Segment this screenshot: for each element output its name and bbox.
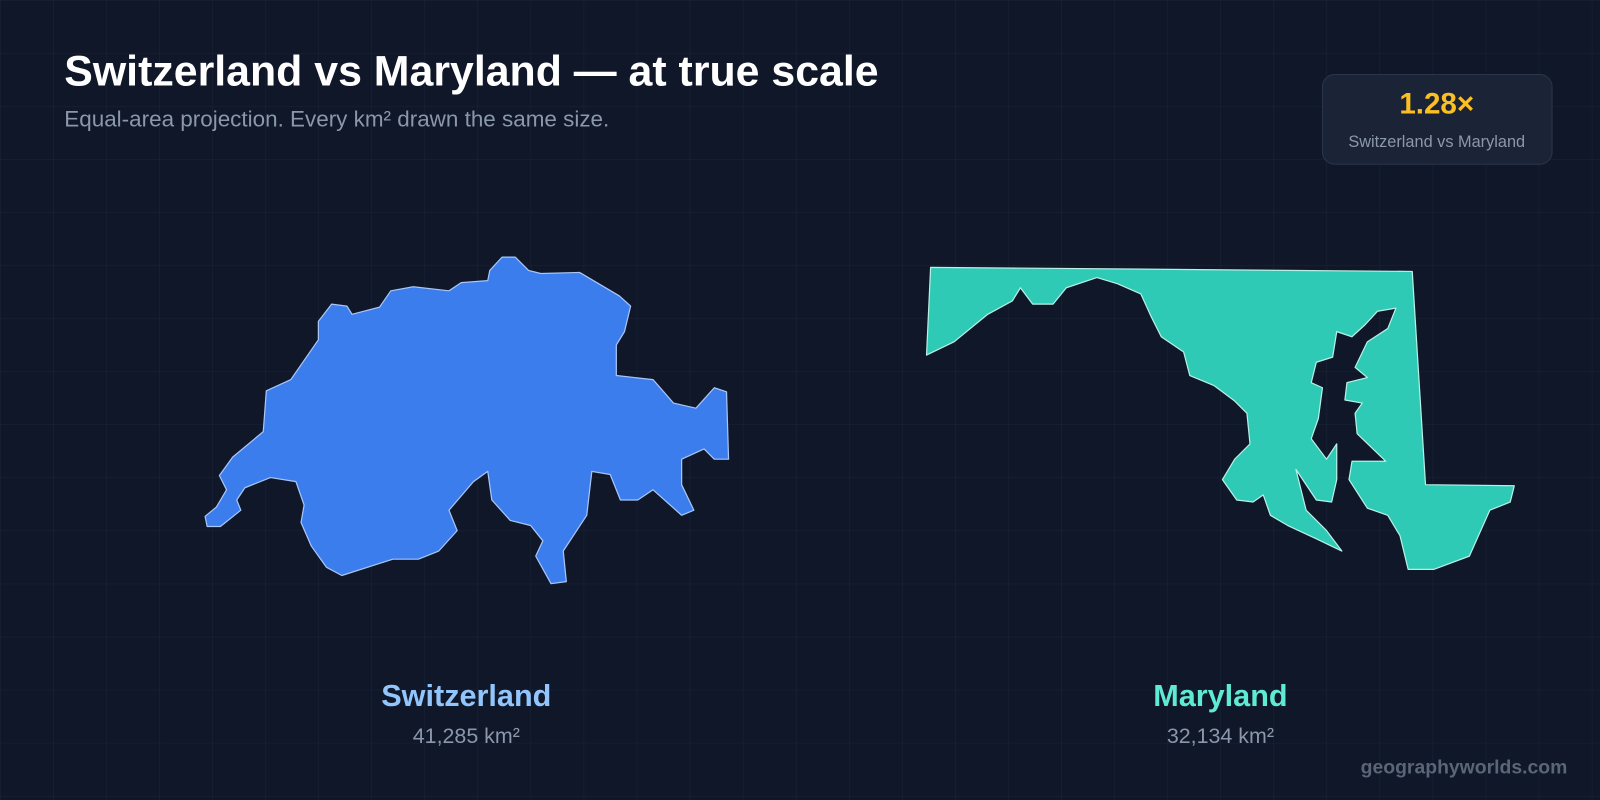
title: Switzerland vs Maryland — at true scale [64,48,878,96]
ratio-value: 1.28× [1399,87,1474,120]
watermark: geographyworlds.com [1361,756,1568,778]
region-name: Maryland [1153,679,1287,713]
region-area: 41,285 km² [413,724,520,748]
ratio-label: Switzerland vs Maryland [1348,133,1525,151]
ratio-card [1321,73,1553,165]
region-name: Switzerland [381,679,551,713]
region-area: 32,134 km² [1167,724,1274,748]
maryland-shape [925,266,1515,570]
switzerland-shape [204,256,730,585]
subtitle: Equal-area projection. Every km² drawn t… [64,107,609,132]
